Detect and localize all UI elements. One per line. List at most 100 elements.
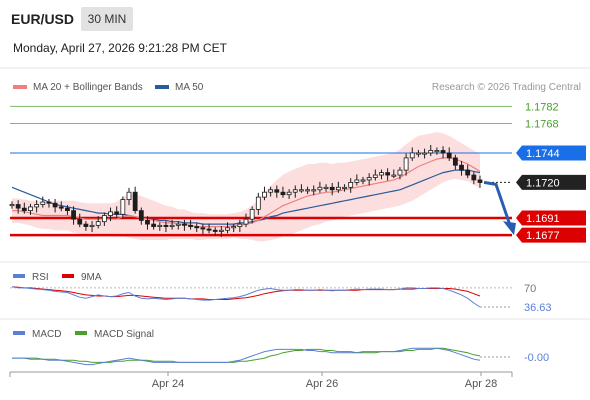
timeframe-label: 30 MIN xyxy=(88,12,127,26)
symbol-title: EUR/USD xyxy=(11,11,74,27)
candle-body xyxy=(145,220,150,225)
candle-body xyxy=(151,223,157,227)
candle-body xyxy=(354,179,360,183)
macd-signal-legend-label: MACD Signal xyxy=(94,329,154,340)
rsi-ma-legend-label: 9MA xyxy=(81,272,102,283)
macd-legend-swatch xyxy=(13,331,25,335)
candle-body xyxy=(200,227,206,230)
candle-body xyxy=(65,207,70,212)
candle-body xyxy=(138,210,144,221)
level-tag-text-1: 1.1768 xyxy=(525,119,559,131)
datetime-label: Monday, April 27, 2026 9:21:28 PM CET xyxy=(13,41,228,55)
candle-body xyxy=(101,215,107,223)
macd-signal-legend-swatch xyxy=(75,331,87,335)
bollinger-band-fill xyxy=(12,132,480,242)
candle-body xyxy=(434,150,440,153)
level-tag-text-5: 1.1677 xyxy=(526,230,560,242)
candle-body xyxy=(385,172,391,176)
candle-body xyxy=(120,199,126,215)
price-level-tags: 1.1782 1.1768 1.1744 1.1720 1.1691 1.1677 xyxy=(516,101,586,243)
candle-body xyxy=(126,191,132,200)
price-levels xyxy=(10,105,512,237)
candle-body xyxy=(188,224,193,227)
candle-body xyxy=(262,191,267,198)
macd-last-label: -0.00 xyxy=(524,352,549,364)
level-tag-text-0: 1.1782 xyxy=(525,101,559,113)
macd-signal-line xyxy=(12,347,481,363)
candle-body xyxy=(243,218,249,225)
x-tick-label: Apr 24 xyxy=(152,378,184,390)
rsi-ma-legend-swatch xyxy=(62,274,74,278)
level-tag-text-2: 1.1744 xyxy=(526,148,560,160)
candle-body xyxy=(280,191,286,196)
candle-body xyxy=(366,177,372,181)
candle-body xyxy=(255,196,261,210)
candle-body xyxy=(379,172,384,176)
forecast-path xyxy=(483,180,512,226)
x-axis: Apr 24 Apr 26 Apr 28 xyxy=(9,371,513,390)
candle-body xyxy=(329,186,335,191)
bollinger-bands xyxy=(12,132,480,242)
level-tag-box-3 xyxy=(516,174,586,190)
ma20-legend-label: MA 20 + Bollinger Bands xyxy=(33,82,143,93)
candle-body xyxy=(440,150,446,154)
macd-panel: -0.00 xyxy=(12,347,549,366)
forecast-arrow xyxy=(483,180,516,236)
candle-body xyxy=(89,224,95,227)
candle-body xyxy=(292,189,298,193)
candle-body xyxy=(182,223,187,226)
x-tick-label: Apr 28 xyxy=(465,378,497,390)
forecast-arrowhead xyxy=(503,221,516,236)
candle-body xyxy=(422,152,427,155)
candle-body xyxy=(342,186,347,189)
candle-body xyxy=(52,202,58,208)
candle-body xyxy=(391,174,397,177)
ma20-legend-swatch xyxy=(13,85,27,89)
candle-body xyxy=(95,221,101,226)
rsi-last-label: 36.63 xyxy=(524,302,552,314)
candle-body xyxy=(169,224,175,227)
candle-body xyxy=(28,206,33,212)
macd-line xyxy=(12,347,481,366)
candle-body xyxy=(218,229,224,232)
candle-body xyxy=(132,191,138,212)
level-tag-box-5 xyxy=(516,227,586,243)
candle-body xyxy=(446,152,452,159)
level-tag-text-4: 1.1691 xyxy=(526,213,560,225)
candle-body xyxy=(225,227,230,231)
ma50-legend-label: MA 50 xyxy=(175,82,204,93)
candle-body xyxy=(249,208,255,220)
rsi-line xyxy=(11,286,481,308)
candle-body xyxy=(459,164,464,171)
candle-body xyxy=(15,204,21,209)
candle-body xyxy=(397,169,403,176)
candlesticks xyxy=(9,144,483,237)
candle-body xyxy=(40,201,46,205)
candle-body xyxy=(21,207,27,212)
x-tick-label: Apr 26 xyxy=(306,378,338,390)
candle-body xyxy=(416,152,421,155)
candle-body xyxy=(428,150,434,154)
candle-body xyxy=(335,186,341,191)
candle-body xyxy=(231,226,237,229)
rsi-level-label: 70 xyxy=(524,283,536,295)
candle-body xyxy=(157,224,163,227)
candle-body xyxy=(323,186,329,189)
rsi-legend-swatch xyxy=(13,274,25,278)
candle-body xyxy=(194,226,200,229)
candle-body xyxy=(286,191,292,196)
candle-body xyxy=(268,189,274,193)
candle-body xyxy=(305,189,310,192)
timeframe-badge[interactable] xyxy=(81,7,133,31)
candle-body xyxy=(77,218,83,225)
rsi-legend-label: RSI xyxy=(32,272,49,283)
candle-body xyxy=(83,223,89,227)
candle-body xyxy=(299,189,304,192)
credit-label: Research © 2026 Trading Central xyxy=(432,82,581,93)
candle-body xyxy=(237,223,243,227)
candle-body xyxy=(372,174,378,178)
candle-body xyxy=(409,152,415,159)
ma50-legend-swatch xyxy=(155,85,169,89)
candle-body xyxy=(452,157,458,166)
